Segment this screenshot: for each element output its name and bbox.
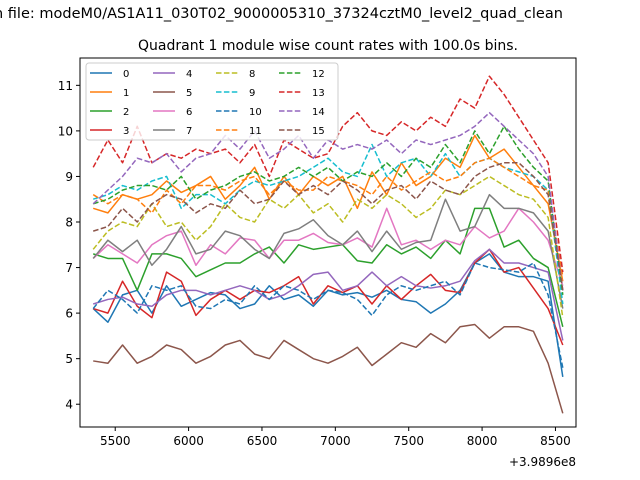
series-line-2 xyxy=(92,207,564,327)
y-tick-label: 11 xyxy=(58,79,73,93)
x-tick-label: 7000 xyxy=(320,434,351,448)
legend-label-8: 8 xyxy=(249,69,255,80)
series-line-1 xyxy=(92,134,564,282)
series-line-8 xyxy=(92,175,564,318)
x-axis-offset-label: +3.9896e8 xyxy=(509,455,576,469)
legend-label-5: 5 xyxy=(186,88,192,99)
legend-label-15: 15 xyxy=(312,126,325,137)
legend-label-14: 14 xyxy=(312,107,325,118)
legend-label-2: 2 xyxy=(123,107,129,118)
y-tick-label: 5 xyxy=(65,352,73,366)
series-layer xyxy=(92,75,564,414)
legend-label-0: 0 xyxy=(123,69,129,80)
y-axis: 4 5 6 7 8 9 10 11 xyxy=(58,79,80,412)
plot-area: 5500 6000 6500 7000 7500 8000 8500 4567891011 … xyxy=(58,57,577,469)
x-tick-label: 7500 xyxy=(393,434,424,448)
series-line-6 xyxy=(92,207,564,287)
series-line-13 xyxy=(92,75,564,273)
y-tick-label: 4 xyxy=(65,398,73,412)
series-line-11 xyxy=(92,157,564,277)
legend-label-3: 3 xyxy=(123,126,129,137)
y-tick-label: 6 xyxy=(65,307,73,321)
legend-label-11: 11 xyxy=(249,126,262,137)
x-tick-label: 6500 xyxy=(247,434,278,448)
legend-label-10: 10 xyxy=(249,107,262,118)
series-line-4 xyxy=(92,248,564,341)
chart-title: Quadrant 1 module wise count rates with … xyxy=(138,38,518,54)
series-line-5 xyxy=(93,323,564,414)
y-tick-label: 7 xyxy=(65,261,73,275)
series-line-15 xyxy=(92,162,564,291)
series-line-10 xyxy=(92,262,564,368)
y-tick-label: 8 xyxy=(65,216,73,230)
y-tick-label: 9 xyxy=(65,170,73,184)
legend-label-9: 9 xyxy=(249,88,255,99)
legend-frame xyxy=(85,62,339,141)
x-tick-label: 8000 xyxy=(467,434,498,448)
x-tick-label: 8500 xyxy=(540,434,571,448)
legend-label-4: 4 xyxy=(186,69,192,80)
x-tick-label: 6000 xyxy=(173,434,204,448)
x-tick-label: 5500 xyxy=(100,434,131,448)
legend-label-1: 1 xyxy=(123,88,129,99)
y-tick-label: 10 xyxy=(58,124,73,138)
legend-label-13: 13 xyxy=(312,88,325,99)
series-line-9 xyxy=(92,143,564,305)
x-axis: 5500 6000 6500 7000 7500 8000 8500 xyxy=(100,427,571,448)
legend-label-12: 12 xyxy=(312,69,325,80)
figure-suptitle: n file: modeM0/AS1A11_030T02_9000005310_… xyxy=(0,6,563,22)
legend-label-6: 6 xyxy=(186,107,192,118)
axes-frame xyxy=(79,57,577,428)
series-line-7 xyxy=(92,193,564,309)
legend-label-7: 7 xyxy=(186,126,192,137)
